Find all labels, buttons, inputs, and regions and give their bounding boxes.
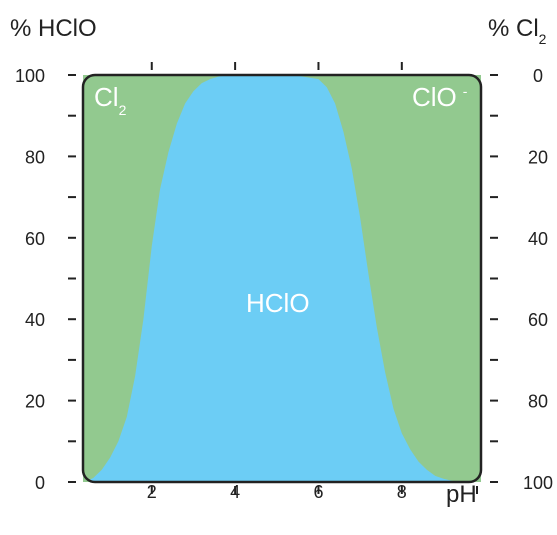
right-y-tick-label: 40 [528,229,548,249]
right-y-tick-label: 0 [533,66,543,86]
axis-ticks: 0 20 40 60 80 100 100 80 60 40 20 0 2 4 6 8 [15,62,553,502]
right-axis-title: % Cl2 [488,15,547,47]
x-tick-label: 6 [313,482,323,502]
left-y-tick-label: 0 [35,473,45,493]
region-label-clo-minus: ClO - [412,82,468,112]
left-y-tick-label: 80 [25,147,45,167]
plot-frame [81,73,483,484]
right-y-tick-label: 100 [523,473,553,493]
x-tick-label: 4 [230,482,240,502]
hclo-area [85,75,469,482]
right-y-tick-label: 20 [528,147,548,167]
x-tick-label: 2 [147,482,157,502]
left-y-tick-label: 60 [25,229,45,249]
left-y-tick-label: 100 [15,66,45,86]
right-y-tick-label: 80 [528,392,548,412]
left-y-tick-label: 20 [25,392,45,412]
x-axis-title: pH [446,481,477,508]
left-axis-title: % HClO [10,15,97,42]
region-label-cl2: Cl2 [94,82,127,118]
region-label-hclo: HClO [246,288,310,318]
x-tick-label: 8 [397,482,407,502]
right-y-tick-label: 60 [528,310,548,330]
left-y-tick-label: 40 [25,310,45,330]
